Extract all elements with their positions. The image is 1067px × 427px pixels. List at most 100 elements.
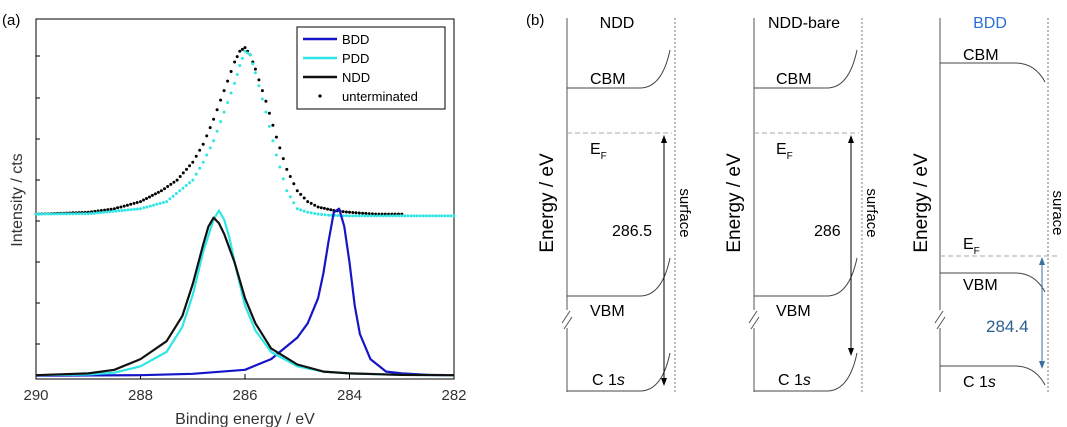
data-point bbox=[366, 214, 370, 218]
x-tick-label: 284 bbox=[337, 387, 362, 404]
data-point bbox=[152, 203, 156, 207]
arrow-head-up bbox=[848, 135, 854, 143]
data-point bbox=[354, 214, 358, 218]
fermi-label: EF bbox=[963, 236, 980, 257]
data-point bbox=[323, 213, 327, 217]
data-point bbox=[222, 110, 226, 114]
data-point bbox=[367, 212, 371, 216]
data-point bbox=[126, 208, 130, 212]
data-point bbox=[198, 166, 202, 170]
data-point bbox=[117, 209, 121, 213]
data-point bbox=[354, 211, 358, 215]
data-point bbox=[208, 126, 212, 130]
panel-label-a: (a) bbox=[2, 12, 20, 29]
data-point bbox=[271, 139, 275, 143]
data-point bbox=[240, 47, 244, 51]
data-point bbox=[205, 153, 209, 157]
x-tick-label: 286 bbox=[232, 387, 257, 404]
band-title-bdd: BDD bbox=[973, 15, 1007, 32]
data-point bbox=[188, 164, 192, 168]
series-line-ndd bbox=[35, 216, 455, 377]
data-point bbox=[181, 171, 185, 175]
band-ndd: NDD CBM EF 286.5 VBM C 1s Energy / eV su… bbox=[537, 15, 693, 392]
x-tick-label: 282 bbox=[441, 387, 466, 404]
arrow-head-down bbox=[848, 348, 854, 356]
data-point bbox=[139, 200, 142, 204]
x-tick-label: 290 bbox=[23, 387, 48, 404]
data-point bbox=[260, 89, 264, 93]
data-point bbox=[178, 189, 182, 193]
data-point bbox=[59, 212, 63, 216]
data-point bbox=[191, 178, 195, 182]
data-point bbox=[418, 214, 422, 218]
vbm-band bbox=[754, 257, 858, 297]
arrow-head-up bbox=[661, 135, 667, 143]
data-point bbox=[253, 71, 257, 75]
data-point bbox=[142, 206, 146, 210]
data-point bbox=[114, 209, 118, 213]
data-point bbox=[226, 101, 230, 104]
data-point bbox=[336, 214, 340, 217]
data-point bbox=[83, 212, 87, 216]
data-point bbox=[219, 120, 223, 124]
data-point bbox=[161, 201, 165, 204]
data-point bbox=[446, 214, 450, 218]
data-point bbox=[364, 211, 368, 215]
panel-label-b: (b) bbox=[526, 12, 544, 29]
data-point bbox=[129, 208, 133, 212]
c1s-band bbox=[567, 352, 671, 392]
x-tick-label: 288 bbox=[128, 387, 153, 404]
data-point bbox=[159, 189, 163, 193]
data-point bbox=[238, 64, 242, 67]
c1s-label: C 1s bbox=[963, 374, 996, 391]
data-point bbox=[148, 195, 151, 199]
energy-value-label: 284.4 bbox=[986, 317, 1029, 336]
data-point bbox=[77, 212, 81, 216]
data-point bbox=[285, 167, 289, 171]
data-point bbox=[412, 214, 416, 218]
data-point bbox=[163, 187, 166, 191]
data-point bbox=[120, 209, 124, 212]
data-point bbox=[329, 208, 333, 212]
data-point bbox=[129, 202, 133, 206]
data-point bbox=[348, 214, 351, 218]
axis-break-mark bbox=[563, 316, 573, 330]
cbm-band bbox=[940, 62, 1046, 83]
cbm-band bbox=[567, 49, 671, 89]
data-point bbox=[181, 186, 185, 190]
data-point bbox=[348, 210, 351, 214]
data-point bbox=[155, 202, 159, 206]
data-point bbox=[191, 160, 195, 164]
data-point bbox=[188, 181, 191, 185]
axis-break-mark bbox=[748, 310, 758, 324]
data-point bbox=[111, 209, 115, 213]
data-point bbox=[369, 214, 373, 218]
data-point bbox=[142, 198, 145, 202]
data-point bbox=[105, 210, 109, 214]
data-point bbox=[215, 108, 219, 112]
data-point bbox=[174, 192, 178, 195]
data-point bbox=[238, 49, 242, 53]
data-point bbox=[309, 201, 313, 205]
data-point bbox=[342, 214, 345, 218]
data-point bbox=[378, 214, 382, 218]
surface-label: surface bbox=[863, 188, 880, 237]
legend-swatch-unterminated bbox=[318, 94, 322, 98]
data-point bbox=[299, 208, 303, 212]
data-point bbox=[357, 211, 361, 215]
data-point bbox=[253, 67, 257, 71]
data-point bbox=[119, 205, 123, 209]
vbm-label: VBM bbox=[963, 277, 998, 294]
cbm-label: CBM bbox=[590, 71, 626, 88]
series-line-pdd bbox=[35, 209, 455, 377]
data-point bbox=[145, 205, 149, 209]
data-point bbox=[394, 214, 398, 218]
data-point bbox=[74, 212, 78, 216]
data-point bbox=[243, 49, 247, 53]
data-point bbox=[351, 211, 355, 214]
band-diagram-panel: (b) NDD CBM EF 286.5 VBM C 1s Energy / e… bbox=[526, 12, 1066, 392]
data-point bbox=[302, 196, 306, 200]
data-point bbox=[397, 214, 401, 218]
data-point bbox=[165, 200, 169, 204]
data-point bbox=[313, 203, 317, 207]
